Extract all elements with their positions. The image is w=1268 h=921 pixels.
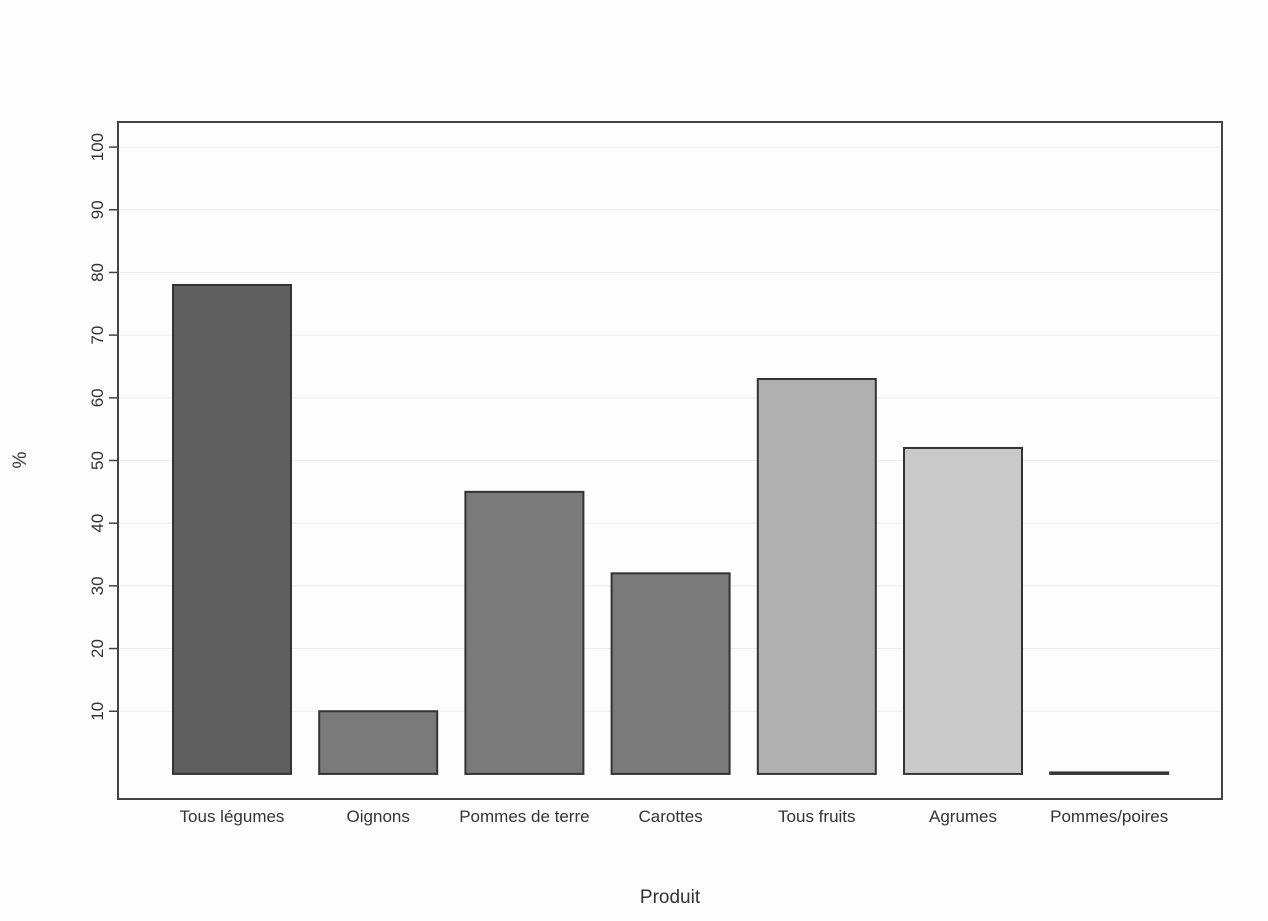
bar [756,378,877,775]
x-tick-label: Pommes de terre [459,807,589,826]
x-axis-label: Produit [640,887,701,908]
y-tick-label: 20 [88,639,107,658]
y-tick-label: 40 [88,514,107,533]
bar [464,490,585,775]
x-tick-label: Pommes/poires [1050,807,1168,826]
x-tick-label: Carottes [638,807,702,826]
x-tick-label: Agrumes [929,807,997,826]
y-tick-label: 80 [88,263,107,282]
bar [610,572,731,775]
bars [172,283,1170,775]
bar [172,283,292,775]
y-axis-ticks: 10 20 30 40 50 60 70 80 90 100 [88,133,118,721]
x-tick-label: Oignons [347,807,410,826]
y-tick-label: 10 [88,702,107,721]
x-tick-label: Tous fruits [778,807,855,826]
bar [1049,771,1170,775]
grid-lines [120,146,1220,712]
y-tick-label: 90 [88,200,107,219]
y-tick-label: 30 [88,576,107,595]
y-tick-label: 100 [88,133,107,161]
bar [318,710,439,775]
x-tick-label: Tous légumes [180,807,285,826]
y-axis-label: % [10,451,31,468]
bar [903,446,1023,775]
y-tick-label: 50 [88,451,107,470]
y-tick-label: 70 [88,326,107,345]
y-tick-label: 60 [88,388,107,407]
x-axis-ticks: Tous légumes Oignons Pommes de terre Carott… [180,807,1169,826]
